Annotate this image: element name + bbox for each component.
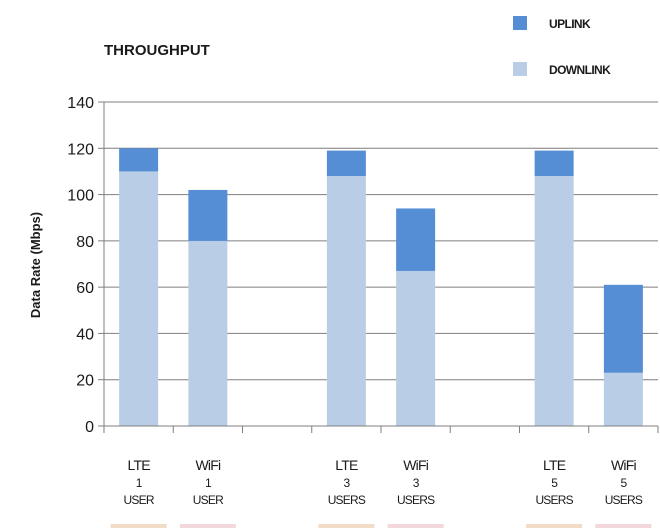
y-tick-label: 0 [85,419,94,436]
legend-label: UPLINK [549,17,591,31]
category-swatch [179,524,236,528]
y-tick-label: 40 [76,326,94,343]
bar-downlink [188,240,228,426]
x-tick-label: USERS [328,493,366,507]
y-tick-label: 100 [67,188,94,205]
x-tick-label: USERS [397,493,435,507]
legend-swatch [513,16,527,30]
x-tick-label: USER [193,493,224,507]
legend: UPLINK DOWNLINK [513,16,612,77]
category-swatches [110,524,652,528]
bar-uplink [534,150,574,177]
gridlines [104,101,658,381]
bar-downlink [326,176,366,426]
category-swatch [595,524,652,528]
x-tick-label: 5 [620,476,627,490]
y-tick-label: 80 [76,234,94,251]
x-tick-label: 5 [551,476,558,490]
x-tick-label: LTE [128,457,151,473]
legend-swatch [513,62,527,76]
category-swatch [318,524,375,528]
x-tick-label: 3 [343,476,350,490]
legend-label: DOWNLINK [549,63,611,77]
x-tick-label: WiFi [403,457,428,473]
bar-downlink [119,171,159,426]
x-tick-label: WiFi [611,457,636,473]
category-swatch [526,524,583,528]
y-axis-label: Data Rate (Mbps) [28,212,43,318]
x-tick-label: USERS [605,493,643,507]
bar-downlink [534,176,574,426]
y-tick-label: 120 [67,141,94,158]
bar-downlink [603,372,643,426]
y-tick-label: 60 [76,280,94,297]
category-swatch [387,524,444,528]
chart-title: THROUGHPUT [104,42,210,59]
x-tick-label: USER [124,493,155,507]
x-tick-label: 3 [413,476,420,490]
y-axis-ticks: 0 20 40 60 80 100 120 140 [67,95,104,436]
x-axis [103,102,659,433]
bar-uplink [119,148,159,172]
x-tick-label: LTE [335,457,358,473]
x-tick-label: USERS [535,493,573,507]
x-tick-label: 1 [205,476,212,490]
y-tick-label: 140 [67,95,94,112]
x-tick-label: LTE [543,457,566,473]
x-axis-labels: LTE 1 USER WiFi 1 USER LTE 3 USERS WiFi 3 USERS LTE 5… [124,457,644,507]
x-tick-label: WiFi [195,457,220,473]
bars [119,148,643,426]
bar-downlink [396,270,436,426]
category-swatch [110,524,167,528]
bar-uplink [326,150,366,177]
bar-uplink [603,284,643,373]
bar-uplink [396,208,436,271]
x-tick-label: 1 [136,476,143,490]
bar-uplink [188,189,228,241]
y-tick-label: 20 [76,373,94,390]
